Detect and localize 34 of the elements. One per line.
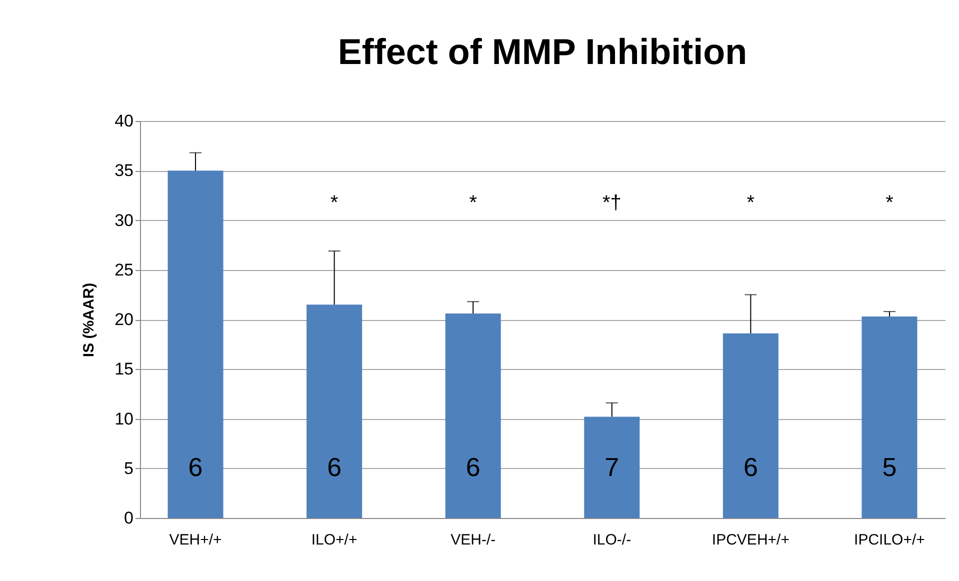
- y-tick-label: 15: [114, 360, 134, 379]
- annotation: *†: [602, 192, 622, 214]
- y-tick-label: 10: [114, 409, 134, 428]
- annotation: 6: [188, 452, 203, 482]
- bar: [862, 316, 918, 518]
- annotation: *: [469, 192, 478, 214]
- x-tick-label: IPCVEH+/+: [712, 532, 790, 548]
- y-tick-label: 20: [114, 310, 134, 329]
- bar: [584, 416, 640, 518]
- bar: [168, 170, 224, 518]
- y-axis-title: IS (%AAR): [80, 282, 98, 358]
- x-tick-label: ILO-/-: [592, 532, 632, 548]
- chart-title: Effect of MMP Inhibition: [338, 31, 748, 72]
- annotation: 6: [743, 452, 758, 482]
- y-tick-label: 30: [114, 210, 134, 230]
- annotation: 5: [882, 452, 897, 482]
- x-tick-label: ILO+/+: [311, 532, 358, 548]
- annotation: *: [330, 192, 338, 214]
- x-tick-label: VEH+/+: [169, 532, 222, 548]
- x-tick-label: VEH-/-: [450, 532, 496, 548]
- annotation: 7: [604, 452, 620, 482]
- bar: [722, 333, 778, 518]
- annotation: 6: [466, 452, 480, 482]
- bar: [445, 314, 501, 518]
- y-tick-label: 40: [114, 112, 134, 130]
- y-tick-label: 0: [124, 508, 134, 528]
- bar: [306, 304, 362, 518]
- annotation: 6: [327, 452, 342, 482]
- y-tick-label: 5: [124, 458, 134, 478]
- y-tick-label: 35: [114, 161, 134, 180]
- annotation: *: [746, 192, 755, 214]
- annotation: *: [886, 192, 894, 214]
- x-tick-label: IPCILO+/+: [854, 532, 926, 548]
- y-tick-label: 25: [114, 260, 134, 280]
